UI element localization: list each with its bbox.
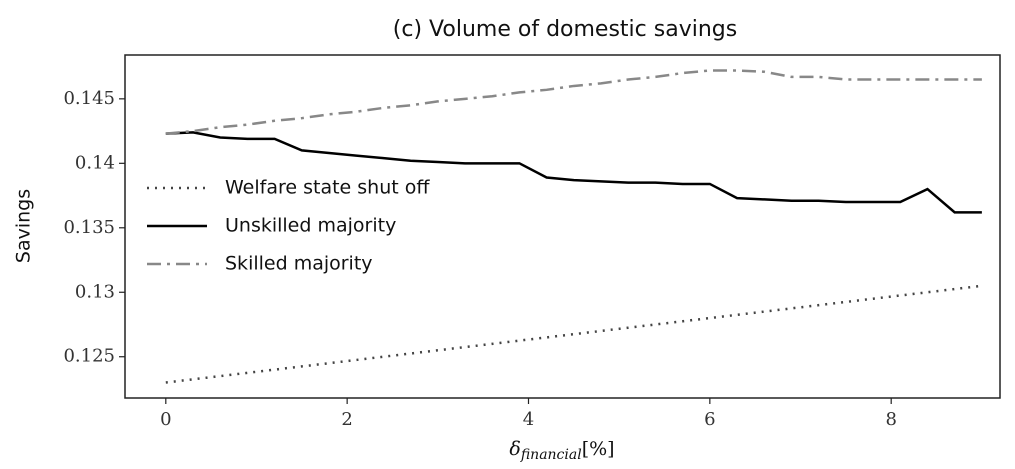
x-tick-label: 8 <box>885 409 896 430</box>
x-tick-label: 4 <box>523 409 534 430</box>
y-axis-label: Savings <box>13 189 35 263</box>
x-tick-label: 6 <box>704 409 715 430</box>
y-tick-label: 0.14 <box>75 152 115 173</box>
legend-label: Welfare state shut off <box>225 177 430 199</box>
x-axis-label: δfinancial[%] <box>509 438 614 463</box>
x-tick-label: 2 <box>341 409 352 430</box>
chart-title: (c) Volume of domestic savings <box>393 17 737 42</box>
y-tick-label: 0.13 <box>75 281 115 302</box>
y-tick-label: 0.145 <box>63 88 115 109</box>
x-label-symbol: δ <box>509 438 520 460</box>
plot-frame <box>124 54 1001 399</box>
series-line <box>165 284 983 384</box>
legend-label: Unskilled majority <box>225 215 396 237</box>
series-line <box>165 131 982 214</box>
x-tick-label: 0 <box>160 409 171 430</box>
series-line <box>165 69 982 135</box>
legend-label: Skilled majority <box>225 253 373 275</box>
x-label-unit: [%] <box>582 438 615 460</box>
x-label-subscript: financial <box>520 447 582 463</box>
y-tick-label: 0.125 <box>63 346 115 367</box>
y-tick-label: 0.135 <box>63 217 115 238</box>
